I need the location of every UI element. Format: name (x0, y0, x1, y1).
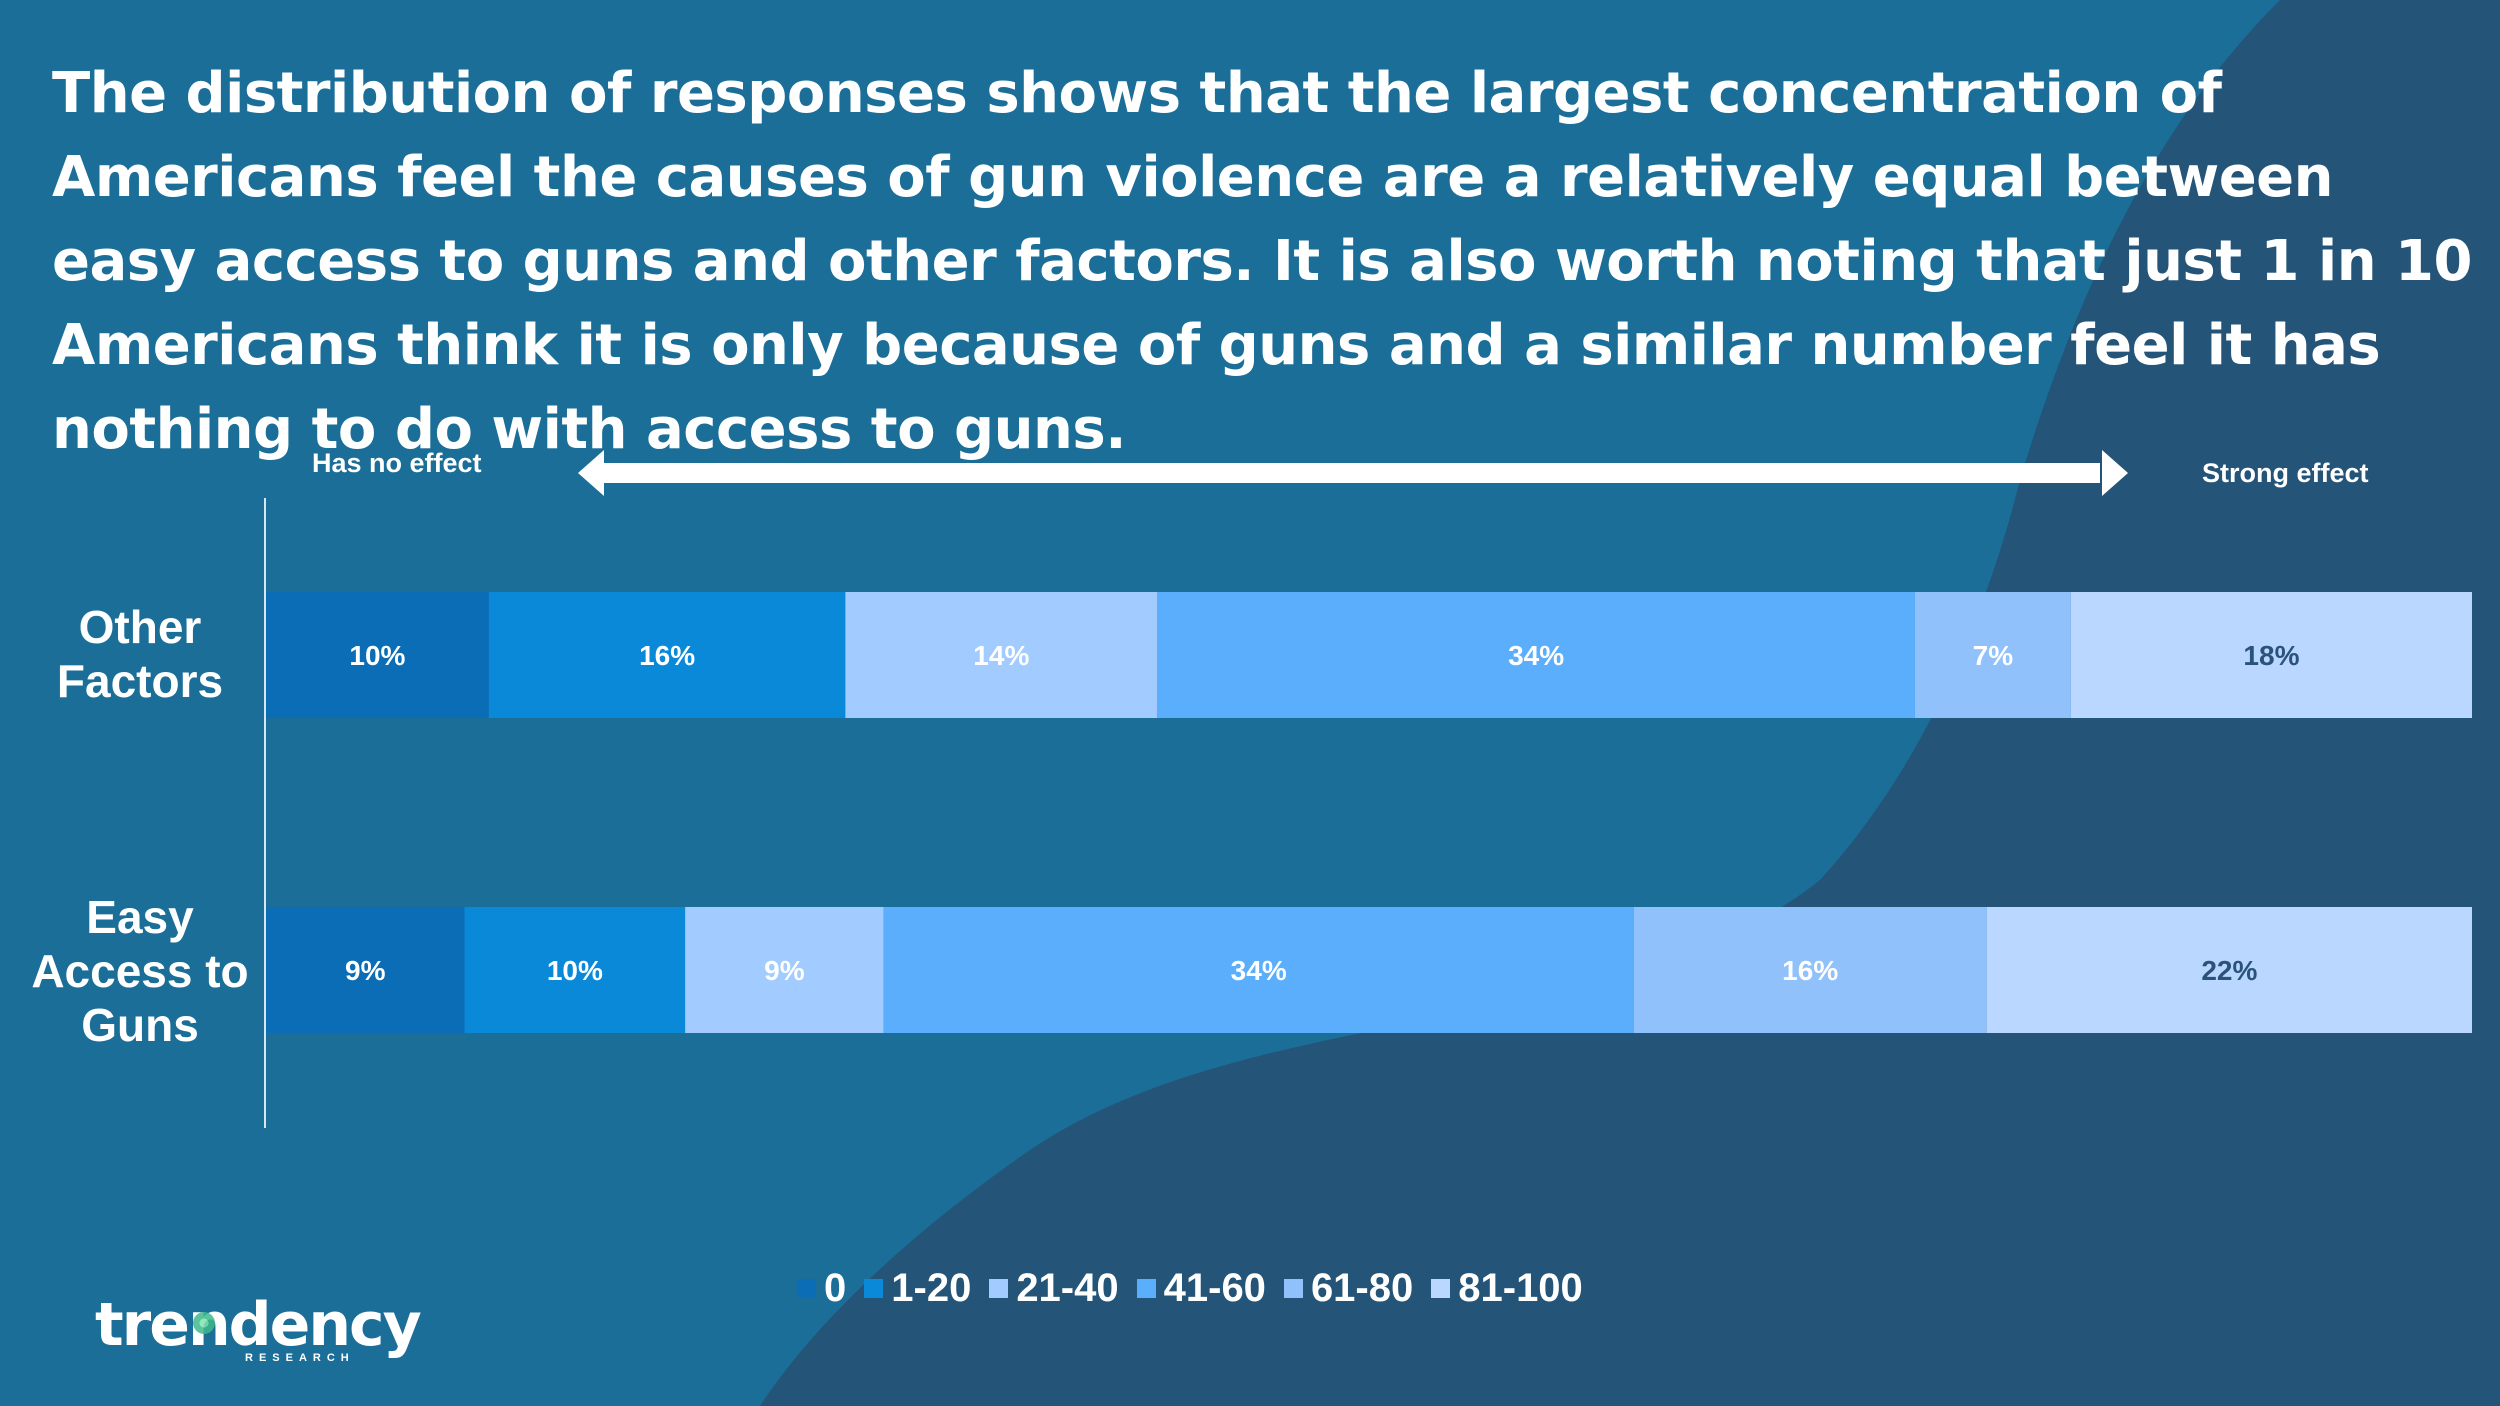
data-label-easy-access-to-guns-81-100: 22% (2201, 955, 2257, 986)
legend-swatch (864, 1279, 884, 1298)
data-label-easy-access-to-guns-21-40: 9% (764, 955, 805, 986)
logo-subtitle: RESEARCH (245, 1352, 355, 1364)
bar-easy-access-to-guns-81-100 (1986, 907, 2472, 1033)
data-label-other-factors-81-100: 18% (2243, 640, 2299, 671)
legend-label: 41-60 (1163, 1266, 1266, 1310)
legend-label: 0 (824, 1266, 847, 1310)
legend-item-21-40: 21-40 (989, 1266, 1119, 1311)
scale-label-strong-effect: Strong effect (2202, 458, 2369, 488)
legend-item-61-80: 61-80 (1283, 1266, 1414, 1311)
data-label-other-factors-21-40: 14% (973, 640, 1029, 671)
legend-item-0: 0 (797, 1266, 846, 1311)
legend-swatch (1283, 1279, 1303, 1298)
effect-arrow (578, 450, 2128, 496)
bar-easy-access-to-guns-61-80 (1633, 907, 1987, 1033)
legend-label: 21-40 (1016, 1266, 1119, 1310)
legend-label: 81-100 (1458, 1266, 1583, 1310)
bar-other-factors-21-40 (845, 592, 1158, 718)
bar-other-factors-61-80 (1914, 592, 2071, 718)
row-label-other-factors: Other Factors (56, 601, 224, 707)
legend-label: 1-20 (891, 1266, 972, 1310)
legend-item-41-60: 41-60 (1136, 1266, 1266, 1311)
legend-swatch (1136, 1279, 1156, 1298)
data-label-other-factors-0: 10% (349, 640, 405, 671)
bars-group: 10% 16% 14% 34% 7% 18% 9% 10% 9% 34% 16% 22% (266, 592, 2472, 1033)
data-label-other-factors-41-60: 34% (1508, 640, 1564, 671)
data-label-easy-access-to-guns-61-80: 16% (1782, 955, 1838, 986)
legend-item-1-20: 1-20 (864, 1266, 971, 1311)
data-label-easy-access-to-guns-1-20: 10% (547, 955, 603, 986)
headline: The distribution of responses shows that… (52, 61, 2472, 462)
bar-easy-access-to-guns-41-60 (883, 907, 1634, 1033)
bar-easy-access-to-guns-21-40 (685, 907, 884, 1033)
bar-other-factors-0 (266, 592, 489, 718)
legend-label: 61-80 (1310, 1266, 1414, 1310)
legend-swatch (1431, 1279, 1451, 1298)
bar-easy-access-to-guns-0 (266, 907, 465, 1033)
legend-item-81-100: 81-100 (1431, 1266, 1583, 1311)
data-label-easy-access-to-guns-41-60: 34% (1231, 955, 1287, 986)
scale-label-no-effect: Has no effect (312, 448, 482, 478)
data-label-other-factors-61-80: 7% (1973, 640, 2014, 671)
data-label-easy-access-to-guns-0: 9% (345, 955, 386, 986)
logo-mark-icon (187, 1306, 221, 1340)
bar-easy-access-to-guns-1-20 (464, 907, 686, 1033)
bar-other-factors-1-20 (488, 592, 846, 718)
data-label-other-factors-1-20: 16% (639, 640, 695, 671)
bar-other-factors-81-100 (2070, 592, 2472, 718)
trendency-logo: trendency (95, 1290, 422, 1360)
legend: 0 1-20 21-40 41-60 61-80 81-100 (797, 1266, 1601, 1311)
legend-swatch (797, 1279, 816, 1298)
logo-text: trendency (95, 1290, 422, 1360)
bar-other-factors-41-60 (1157, 592, 1915, 718)
row-label-easy-access: Easy Access to Guns (31, 891, 249, 1051)
legend-swatch (989, 1279, 1009, 1298)
